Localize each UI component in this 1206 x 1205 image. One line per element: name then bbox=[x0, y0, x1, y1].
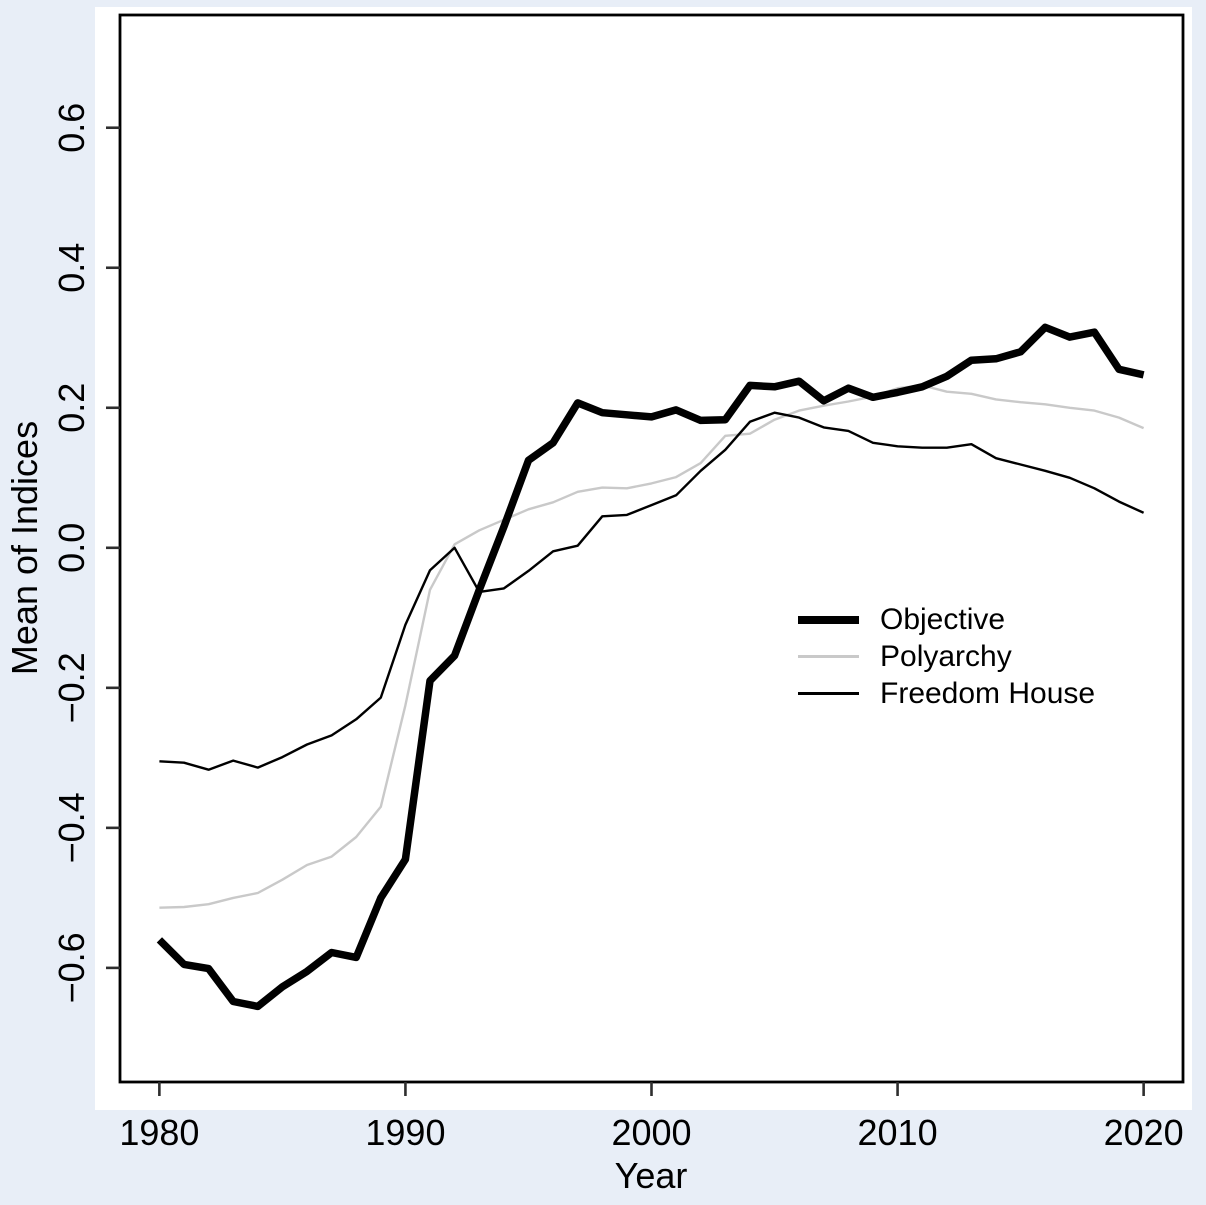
legend-row-polyarchy: Polyarchy bbox=[798, 638, 1095, 675]
y-tick-label: −0.6 bbox=[51, 932, 92, 1003]
plot-box bbox=[118, 13, 1185, 1084]
series-line-polyarchy bbox=[159, 384, 1145, 909]
x-tick-label: 2020 bbox=[1104, 1112, 1184, 1153]
y-tick-label: 0.4 bbox=[51, 243, 92, 293]
y-tick-label: 0.0 bbox=[51, 523, 92, 573]
x-tick-label: 2010 bbox=[858, 1112, 938, 1153]
series-line-freedom-house bbox=[159, 411, 1145, 771]
x-tick-label: 1990 bbox=[365, 1112, 445, 1153]
y-tick-label: −0.2 bbox=[51, 652, 92, 723]
x-tick-label: 1980 bbox=[119, 1112, 199, 1153]
series-line-objective bbox=[156, 323, 1145, 1011]
legend-label-objective: Objective bbox=[880, 602, 1006, 636]
legend: Objective Polyarchy Freedom House bbox=[798, 601, 1095, 712]
legend-row-freedom-house: Freedom House bbox=[798, 675, 1095, 712]
y-tick-label: 0.6 bbox=[51, 103, 92, 153]
x-axis-title: Year bbox=[614, 1155, 688, 1196]
x-tick-label: 2000 bbox=[611, 1112, 691, 1153]
y-axis-title: Mean of Indices bbox=[4, 420, 45, 676]
y-tick-label: 0.2 bbox=[51, 383, 92, 433]
polyarchy-line-sample-icon bbox=[798, 655, 859, 658]
objective-line-sample-icon bbox=[798, 615, 859, 624]
legend-row-objective: Objective bbox=[798, 601, 1095, 638]
freedom-house-line-sample-icon bbox=[798, 692, 859, 695]
legend-label-freedom-house: Freedom House bbox=[880, 676, 1096, 710]
y-tick-label: −0.4 bbox=[51, 792, 92, 863]
legend-label-polyarchy: Polyarchy bbox=[880, 639, 1012, 673]
